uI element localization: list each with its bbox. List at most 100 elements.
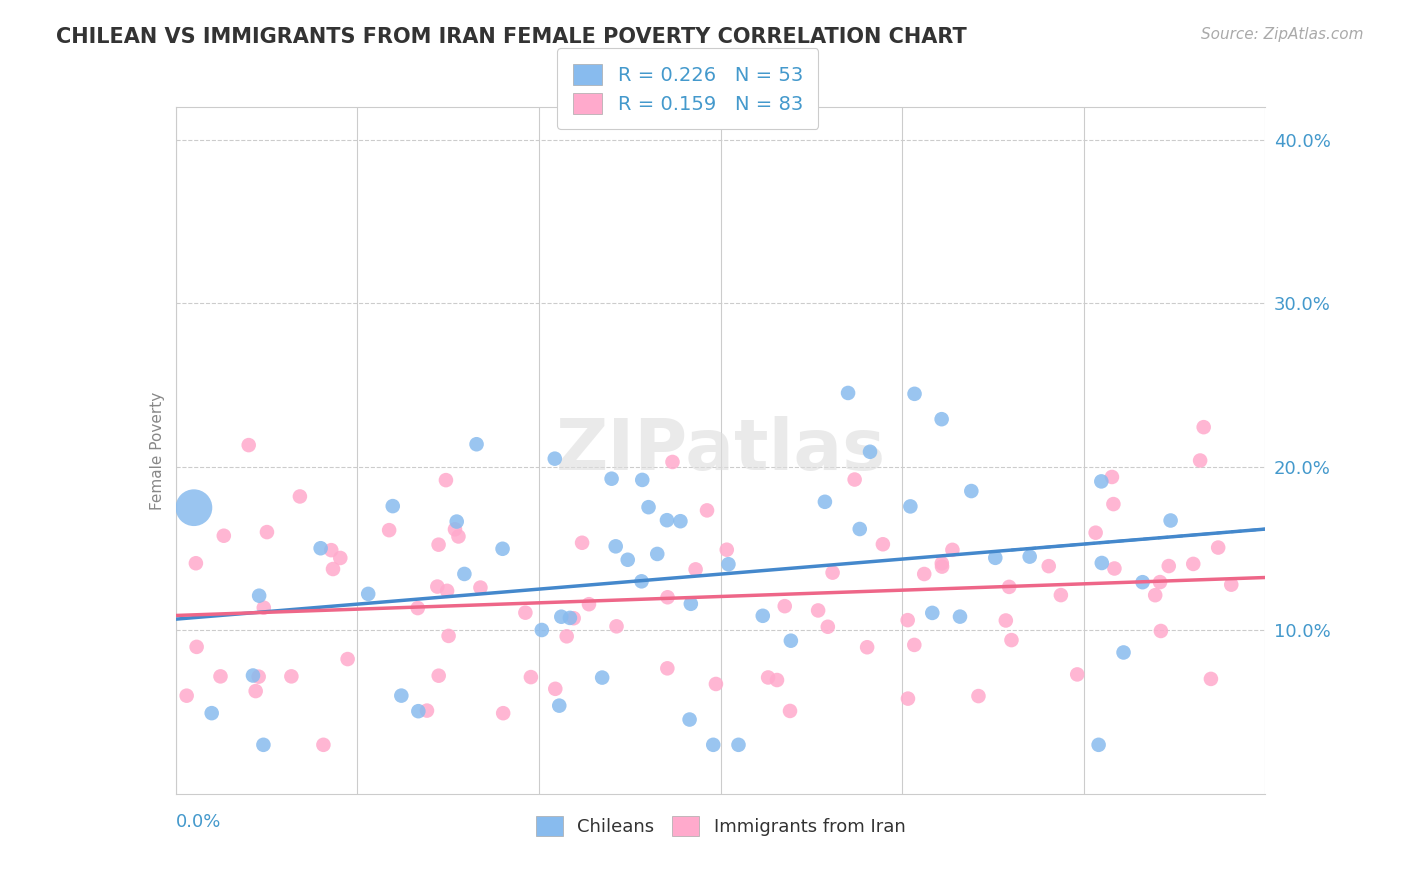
Point [779, 633, 801, 648]
Point [176, 689, 198, 703]
Point [821, 566, 844, 580]
Point [357, 587, 380, 601]
Point [1150, 624, 1173, 638]
Point [256, 525, 278, 540]
Point [280, 669, 302, 683]
Point [562, 611, 585, 625]
Point [381, 499, 404, 513]
Point [717, 558, 740, 572]
Text: Source: ZipAtlas.com: Source: ZipAtlas.com [1201, 27, 1364, 42]
Point [704, 677, 727, 691]
Point [779, 704, 801, 718]
Point [578, 597, 600, 611]
Point [897, 691, 920, 706]
Point [183, 500, 205, 515]
Point [631, 473, 654, 487]
Point [253, 600, 276, 615]
Point [637, 500, 659, 515]
Point [1084, 525, 1107, 540]
Y-axis label: Female Poverty: Female Poverty [149, 392, 165, 509]
Point [550, 609, 572, 624]
Point [444, 522, 467, 536]
Point [897, 613, 920, 627]
Point [807, 603, 830, 617]
Point [960, 483, 983, 498]
Point [426, 580, 449, 594]
Point [1102, 497, 1125, 511]
Point [1192, 420, 1215, 434]
Point [1160, 514, 1182, 528]
Point [406, 601, 429, 615]
Point [630, 574, 652, 589]
Point [1149, 575, 1171, 590]
Point [856, 640, 879, 655]
Point [1018, 549, 1040, 564]
Point [912, 567, 935, 582]
Point [1157, 559, 1180, 574]
Point [492, 706, 515, 721]
Point [247, 670, 270, 684]
Point [657, 591, 679, 605]
Point [427, 669, 450, 683]
Point [416, 704, 439, 718]
Point [465, 437, 488, 451]
Point [1182, 557, 1205, 571]
Point [238, 438, 260, 452]
Point [702, 738, 724, 752]
Point [1189, 453, 1212, 467]
Point [555, 629, 578, 643]
Point [544, 681, 567, 696]
Point [1199, 672, 1222, 686]
Point [773, 599, 796, 614]
Point [844, 473, 866, 487]
Point [872, 537, 894, 551]
Point [685, 562, 707, 576]
Point [548, 698, 571, 713]
Point [941, 542, 963, 557]
Point [921, 606, 943, 620]
Point [1220, 577, 1243, 591]
Point [186, 640, 208, 654]
Point [994, 614, 1017, 628]
Point [329, 551, 352, 566]
Point [645, 547, 668, 561]
Point [600, 472, 623, 486]
Point [1087, 738, 1109, 752]
Text: 0.0%: 0.0% [176, 814, 221, 831]
Point [312, 738, 335, 752]
Point [1144, 588, 1167, 602]
Point [655, 513, 678, 527]
Point [1050, 588, 1073, 602]
Point [245, 684, 267, 698]
Point [1091, 556, 1114, 570]
Point [1101, 470, 1123, 484]
Point [679, 597, 702, 611]
Point [1000, 633, 1022, 648]
Point [530, 623, 553, 637]
Point [696, 503, 718, 517]
Point [931, 557, 953, 571]
Point [931, 412, 953, 426]
Point [1104, 561, 1126, 575]
Point [837, 386, 859, 401]
Point [903, 387, 925, 401]
Point [437, 629, 460, 643]
Point [470, 581, 492, 595]
Text: CHILEAN VS IMMIGRANTS FROM IRAN FEMALE POVERTY CORRELATION CHART: CHILEAN VS IMMIGRANTS FROM IRAN FEMALE P… [56, 27, 967, 46]
Point [756, 670, 779, 684]
Point [321, 543, 343, 558]
Point [571, 535, 593, 549]
Point [558, 611, 581, 625]
Point [515, 606, 537, 620]
Point [453, 566, 475, 581]
Point [967, 689, 990, 703]
Point [931, 559, 953, 574]
Point [678, 713, 700, 727]
Point [184, 556, 207, 570]
Point [1112, 645, 1135, 659]
Point [1132, 575, 1154, 590]
Legend: Chileans, Immigrants from Iran: Chileans, Immigrants from Iran [524, 805, 917, 847]
Text: ZIPatlas: ZIPatlas [555, 416, 886, 485]
Point [998, 580, 1021, 594]
Point [336, 652, 359, 666]
